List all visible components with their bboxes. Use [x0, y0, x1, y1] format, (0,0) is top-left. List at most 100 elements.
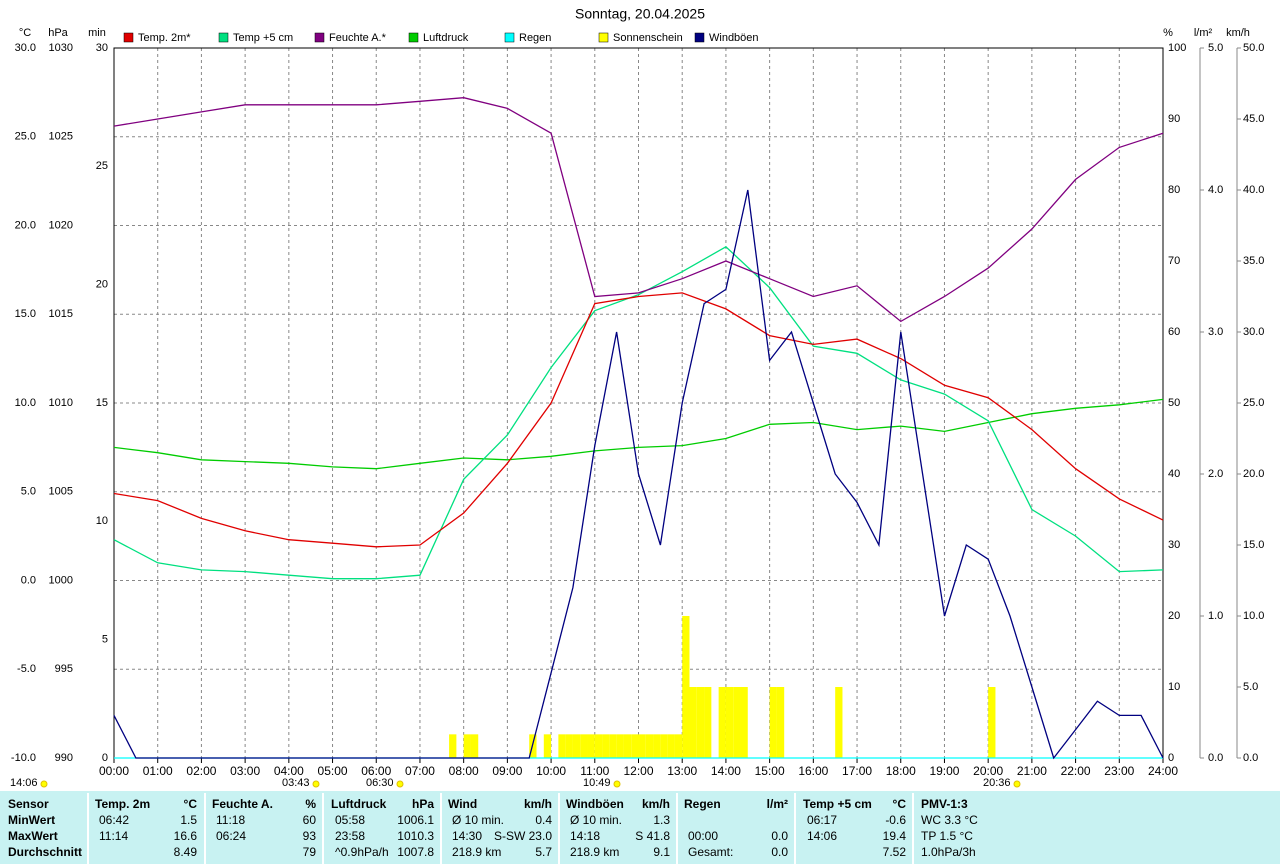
sunshine-bar [631, 734, 639, 758]
stats-cell: 1007.8 [397, 845, 434, 859]
sunshine-bar [587, 734, 595, 758]
sunshine-bar [645, 734, 654, 758]
legend-label: Sonnenschein [613, 32, 683, 44]
legend-label: Temp +5 cm [233, 32, 293, 44]
sunshine-bar [718, 687, 726, 758]
y-tick-label: 30 [96, 42, 108, 54]
legend-label: Windböen [709, 32, 759, 44]
y-tick-label: 60 [1168, 326, 1180, 338]
sunshine-bar [704, 687, 712, 758]
stats-cell: 8.49 [174, 845, 198, 859]
y-tick-label: 1020 [49, 219, 73, 231]
stats-column-unit: hPa [412, 797, 434, 811]
series-line [113, 189, 1164, 760]
stats-column-name: Wind [448, 797, 477, 811]
sunshine-bar [616, 734, 624, 758]
stats-cell: 11:18 [216, 813, 245, 827]
y-tick-label: 1030 [49, 42, 73, 54]
x-tick-label: 05:00 [318, 764, 348, 778]
y-tick-label: 10 [1168, 681, 1180, 693]
sunshine-bar [988, 687, 996, 758]
y-tick-label: 70 [1168, 255, 1180, 267]
stats-cell: 0.0 [771, 829, 788, 843]
stats-cell: Gesamt: [688, 845, 733, 859]
stats-column-name: PMV-1:3 [921, 797, 968, 811]
stats-column-unit: km/h [642, 797, 670, 811]
annotation-icon [312, 780, 320, 788]
stats-row-label: Durchschnitt [8, 845, 82, 859]
y-tick-label: 5 [102, 634, 108, 646]
annotation-icon [613, 780, 621, 788]
x-tick-label: 24:00 [1148, 764, 1178, 778]
sunshine-bar [623, 734, 632, 758]
legend-label: Temp. 2m* [138, 32, 191, 44]
y-tick-label: 40.0 [1243, 184, 1264, 196]
x-tick-label: 23:00 [1104, 764, 1134, 778]
x-tick-label: 21:00 [1017, 764, 1047, 778]
y-tick-label: 3.0 [1208, 326, 1223, 338]
annotation: 14:06 [10, 777, 38, 789]
sunshine-bar [449, 734, 457, 758]
sunshine-bar [638, 734, 646, 758]
axis-unit: °C [19, 27, 31, 39]
y-tick-label: 25.0 [15, 131, 36, 143]
sunshine-bar [674, 734, 683, 758]
y-tick-label: -10.0 [11, 752, 36, 764]
annotation: 10:49 [583, 777, 611, 789]
stats-cell: 1.5 [180, 813, 197, 827]
y-tick-label: 100 [1168, 42, 1186, 54]
series-line [113, 398, 1164, 470]
axis-unit: km/h [1226, 27, 1250, 39]
sunshine-bar [682, 616, 690, 758]
x-tick-label: 01:00 [143, 764, 173, 778]
stats-cell: 1010.3 [397, 829, 434, 843]
series-line [113, 292, 1164, 548]
series-line [113, 97, 1164, 323]
x-tick-label: 17:00 [842, 764, 872, 778]
legend-swatch [694, 32, 705, 43]
annotation: 03:43 [282, 777, 310, 789]
series-line [113, 245, 1164, 580]
y-tick-label: 90 [1168, 113, 1180, 125]
x-tick-label: 10:00 [536, 764, 566, 778]
x-tick-label: 00:00 [99, 764, 129, 778]
stats-cell: 60 [303, 813, 317, 827]
x-tick-label: 15:00 [755, 764, 785, 778]
y-tick-label: 30.0 [15, 42, 36, 54]
y-tick-label: 10.0 [15, 397, 36, 409]
stats-cell: Ø 10 min. [570, 813, 622, 827]
y-tick-label: 5.0 [1243, 681, 1258, 693]
sunshine-bar [594, 734, 603, 758]
stats-cell: WC 3.3 °C [921, 813, 978, 827]
legend-swatch [314, 32, 325, 43]
stats-column-name: Luftdruck [331, 797, 387, 811]
annotation-icon [396, 780, 404, 788]
annotation: 06:30 [366, 777, 394, 789]
legend-swatch [504, 32, 515, 43]
y-tick-label: 2.0 [1208, 468, 1223, 480]
stats-cell: S 41.8 [635, 829, 670, 843]
stats-column-unit: km/h [524, 797, 552, 811]
stats-cell: 14:06 [807, 829, 837, 843]
stats-cell: 1.0hPa/3h [921, 845, 976, 859]
x-tick-label: 02:00 [186, 764, 216, 778]
legend-swatch [218, 32, 229, 43]
x-tick-label: 14:00 [711, 764, 741, 778]
x-tick-label: 20:00 [973, 764, 1003, 778]
stats-panel [0, 791, 1280, 864]
y-tick-label: 1010 [49, 397, 73, 409]
stats-cell: 23:58 [335, 829, 365, 843]
y-tick-label: 5.0 [21, 486, 36, 498]
stats-cell: 05:58 [335, 813, 365, 827]
stats-cell: Ø 10 min. [452, 813, 504, 827]
stats-column-name: Windböen [566, 797, 624, 811]
stats-cell: 9.1 [653, 845, 670, 859]
x-tick-label: 07:00 [405, 764, 435, 778]
stats-cell: 06:24 [216, 829, 246, 843]
annotation-icon [1013, 780, 1021, 788]
y-tick-label: 990 [55, 752, 73, 764]
chart-title: Sonntag, 20.04.2025 [575, 6, 705, 22]
sunshine-bar [558, 734, 566, 758]
y-tick-label: 30.0 [1243, 326, 1264, 338]
sunshine-bar [733, 687, 741, 758]
